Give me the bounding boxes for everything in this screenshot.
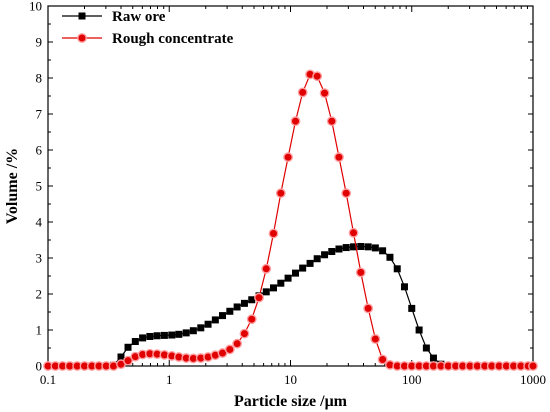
plot-frame: [47, 5, 534, 367]
data-point: [284, 274, 292, 282]
data-point: [364, 243, 372, 251]
data-point: [261, 263, 272, 274]
data-point: [357, 242, 365, 250]
y-tick-label: 4: [36, 215, 43, 230]
y-tick-label: 6: [36, 143, 43, 158]
data-point: [226, 307, 234, 315]
data-point: [275, 188, 286, 199]
data-point: [160, 331, 168, 339]
data-point: [239, 328, 250, 339]
data-point: [269, 284, 277, 292]
data-point: [248, 296, 256, 304]
legend-label: Rough concentrate: [112, 31, 234, 47]
y-tick-label: 10: [29, 0, 42, 14]
data-point: [313, 255, 321, 263]
legend-marker: [77, 33, 87, 43]
x-tick-label: 1000: [520, 372, 546, 387]
data-point: [297, 87, 308, 98]
data-point: [408, 304, 416, 312]
data-point: [168, 331, 176, 339]
y-tick-label: 0: [36, 359, 43, 374]
data-point: [386, 253, 394, 261]
data-point: [224, 344, 235, 355]
series-line-raw-ore: [48, 245, 533, 367]
data-point: [321, 251, 329, 259]
data-point: [371, 244, 379, 252]
data-point: [393, 265, 401, 273]
data-point: [211, 316, 219, 324]
legend-marker: [78, 12, 86, 20]
data-point: [175, 330, 183, 338]
data-point: [290, 116, 301, 127]
x-tick-label: 10: [284, 372, 297, 387]
data-point: [319, 88, 330, 99]
data-point: [131, 338, 139, 346]
data-point: [246, 314, 257, 325]
data-point: [415, 326, 423, 334]
data-point: [348, 227, 359, 238]
x-tick-label: 1: [166, 372, 173, 387]
data-point: [292, 269, 300, 277]
data-point: [233, 303, 241, 311]
data-point: [355, 267, 366, 278]
x-tick-label: 100: [402, 372, 422, 387]
y-tick-label: 9: [36, 35, 43, 50]
data-point: [277, 279, 285, 287]
data-point: [124, 343, 132, 351]
data-point: [328, 248, 336, 256]
y-tick-label: 8: [36, 71, 43, 86]
data-point: [429, 354, 437, 362]
data-point: [422, 344, 430, 352]
data-point: [117, 353, 125, 361]
data-point: [528, 361, 538, 371]
data-point: [341, 188, 352, 199]
data-point: [326, 116, 337, 127]
data-point: [139, 334, 147, 342]
data-point: [189, 327, 197, 335]
data-point: [254, 292, 264, 303]
data-point: [350, 243, 358, 251]
y-tick-label: 2: [36, 287, 43, 302]
data-point: [182, 329, 190, 337]
series-line-rough-concentrate: [48, 73, 533, 367]
data-point: [363, 303, 374, 314]
y-tick-label: 1: [36, 323, 43, 338]
data-point: [232, 338, 243, 349]
data-point: [379, 247, 387, 255]
data-point: [204, 320, 212, 328]
x-tick-label: 0.1: [40, 372, 56, 387]
data-point: [370, 334, 381, 344]
data-point: [146, 332, 154, 340]
data-point: [306, 259, 314, 267]
data-point: [312, 71, 323, 82]
data-point: [268, 228, 279, 239]
data-point: [334, 152, 344, 163]
y-tick-label: 7: [36, 107, 43, 122]
data-point: [377, 354, 388, 365]
data-point: [400, 283, 408, 291]
data-point: [262, 288, 270, 296]
data-point: [342, 244, 350, 252]
data-point: [283, 152, 293, 163]
data-point: [335, 245, 343, 253]
data-point: [240, 299, 248, 307]
y-axis-title: Volume /%: [4, 148, 21, 224]
y-tick-label: 5: [36, 179, 43, 194]
data-point: [123, 355, 133, 366]
x-axis-title: Particle size /μm: [234, 393, 348, 410]
data-point: [299, 264, 307, 272]
data-point: [219, 312, 227, 320]
y-tick-label: 3: [36, 251, 43, 266]
data-point: [197, 324, 205, 332]
data-point: [153, 332, 161, 340]
legend-label: Raw ore: [112, 9, 166, 25]
